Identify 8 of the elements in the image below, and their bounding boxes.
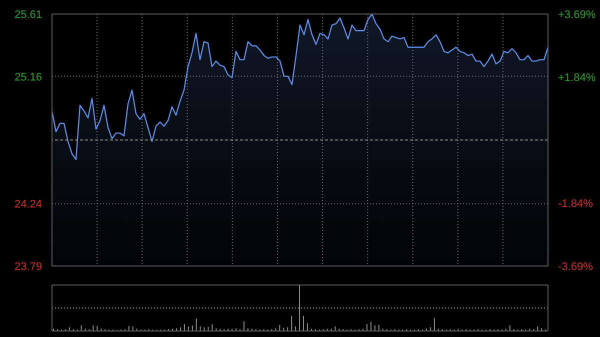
y2-tick-label: +3.69%	[558, 9, 596, 21]
y2-tick-label: -1.84%	[558, 198, 594, 210]
y-tick-label: 23.79	[14, 261, 42, 273]
y-tick-label: 25.61	[14, 9, 42, 21]
y2-tick-label: -3.69%	[558, 261, 594, 273]
y-tick-label: 25.16	[14, 71, 42, 84]
y2-tick-label: +1.84%	[558, 72, 596, 84]
y-tick-label: 24.24	[14, 198, 42, 211]
